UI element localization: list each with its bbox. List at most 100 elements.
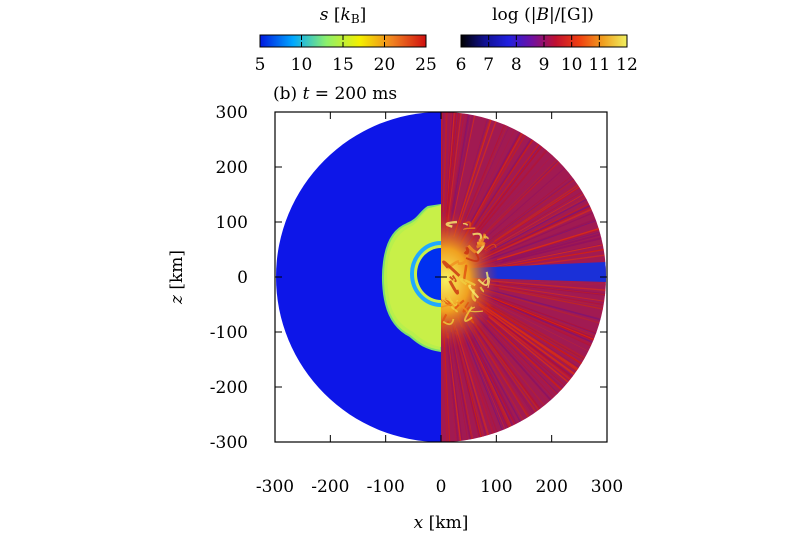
field-line: [457, 335, 487, 436]
field-line: [459, 330, 498, 433]
core-filament: [476, 241, 486, 249]
core-filament: [463, 306, 473, 322]
entropy-colorbar: s [kB] 5 10 15 20 25: [255, 5, 437, 75]
field-line: [450, 114, 471, 221]
field-line: [482, 297, 589, 352]
field-line: [486, 317, 566, 387]
field-line: [475, 306, 567, 385]
magnetic-map: [441, 112, 606, 442]
field-line: [477, 155, 553, 237]
core-filament: [465, 252, 480, 262]
core-filament: [462, 301, 471, 313]
core-filament: [449, 274, 457, 283]
field-line: [491, 315, 574, 378]
x-axis-label: x [km]: [414, 513, 469, 533]
field-line: [446, 113, 462, 230]
field-line: [446, 338, 459, 442]
entropy-inner-ring: [410, 241, 441, 307]
field-line: [461, 327, 505, 430]
magnetic-colorbar-title: log (|B|/[G]): [492, 5, 594, 25]
y-axis-ticks: -300 -200 -100 0 100 200 300: [210, 103, 607, 453]
magnetic-colorbar-tick-label: 9: [539, 55, 550, 75]
field-line: [487, 206, 591, 256]
field-line: [478, 161, 560, 241]
field-line: [490, 296, 595, 339]
field-line: [493, 285, 604, 306]
field-line: [470, 320, 534, 415]
field-line: [473, 143, 540, 233]
field-line: [473, 138, 533, 228]
field-line: [463, 333, 503, 431]
field-line: [454, 330, 485, 437]
field-line: [480, 316, 558, 395]
field-line: [492, 175, 572, 238]
entropy-shell-edge: [387, 205, 441, 347]
field-line: [490, 278, 606, 285]
field-line: [442, 112, 448, 213]
core-filament: [467, 244, 478, 255]
field-line: [475, 298, 582, 364]
x-tick-label: 0: [436, 477, 447, 497]
field-line: [449, 114, 469, 223]
y-tick-label: 100: [216, 213, 248, 233]
field-line: [468, 149, 548, 245]
field-line: [446, 112, 460, 223]
field-line: [498, 286, 604, 308]
magnetic-colorbar-tick-label: 6: [456, 55, 467, 75]
field-line: [490, 198, 587, 252]
core-filament: [481, 277, 491, 289]
field-line: [460, 125, 507, 232]
field-line: [462, 328, 507, 429]
x-tick-label: 300: [591, 477, 623, 497]
field-line: [485, 306, 580, 368]
field-line: [496, 309, 584, 361]
field-line: [498, 297, 597, 334]
field-line: [481, 203, 590, 258]
field-line: [479, 183, 578, 251]
field-line: [487, 312, 573, 378]
field-line: [454, 331, 485, 437]
field-line: [483, 324, 551, 401]
field-line: [448, 338, 463, 441]
core-filament: [459, 278, 476, 287]
magnetic-colorbar-tick-label: 8: [511, 55, 522, 75]
field-line: [490, 305, 585, 360]
field-line: [472, 145, 543, 237]
field-line: [481, 178, 575, 248]
field-line: [491, 312, 577, 372]
entropy-colorbar-tick-label: 10: [291, 55, 313, 75]
core-filament: [448, 280, 460, 295]
x-tick-label: -100: [367, 477, 405, 497]
core-filament: [462, 264, 468, 282]
x-tick-label: -200: [311, 477, 349, 497]
core-filament: [477, 271, 490, 287]
field-line: [486, 297, 592, 346]
field-line: [481, 244, 603, 270]
entropy-colorbar-tick-label: 15: [332, 55, 354, 75]
field-line: [491, 249, 604, 269]
entropy-colorbar-tick-label: 25: [415, 55, 437, 75]
field-line: [481, 208, 592, 260]
entropy-colorbar-title: s [kB]: [320, 5, 367, 26]
field-line: [475, 203, 589, 261]
field-line: [455, 336, 482, 438]
field-line: [497, 249, 604, 268]
x-tick-label: -300: [256, 477, 294, 497]
core-filament: [456, 301, 468, 313]
panel-label: (b) t = 200 ms: [273, 84, 397, 104]
y-tick-label: -100: [210, 323, 248, 343]
magnetic-colorbar-tick-label: 12: [616, 55, 638, 75]
core-filament: [441, 313, 450, 326]
core-filament: [479, 286, 485, 293]
field-line: [488, 315, 569, 383]
core-filament: [441, 297, 453, 304]
field-line: [479, 287, 600, 324]
entropy-colorbar-ticks: 5 10 15 20 25: [255, 35, 437, 75]
field-line: [475, 191, 583, 257]
field-line: [488, 248, 604, 270]
field-line: [480, 307, 572, 380]
field-line: [461, 129, 516, 236]
core-filament: [469, 306, 483, 313]
entropy-colorbar-tick-label: 20: [374, 55, 396, 75]
